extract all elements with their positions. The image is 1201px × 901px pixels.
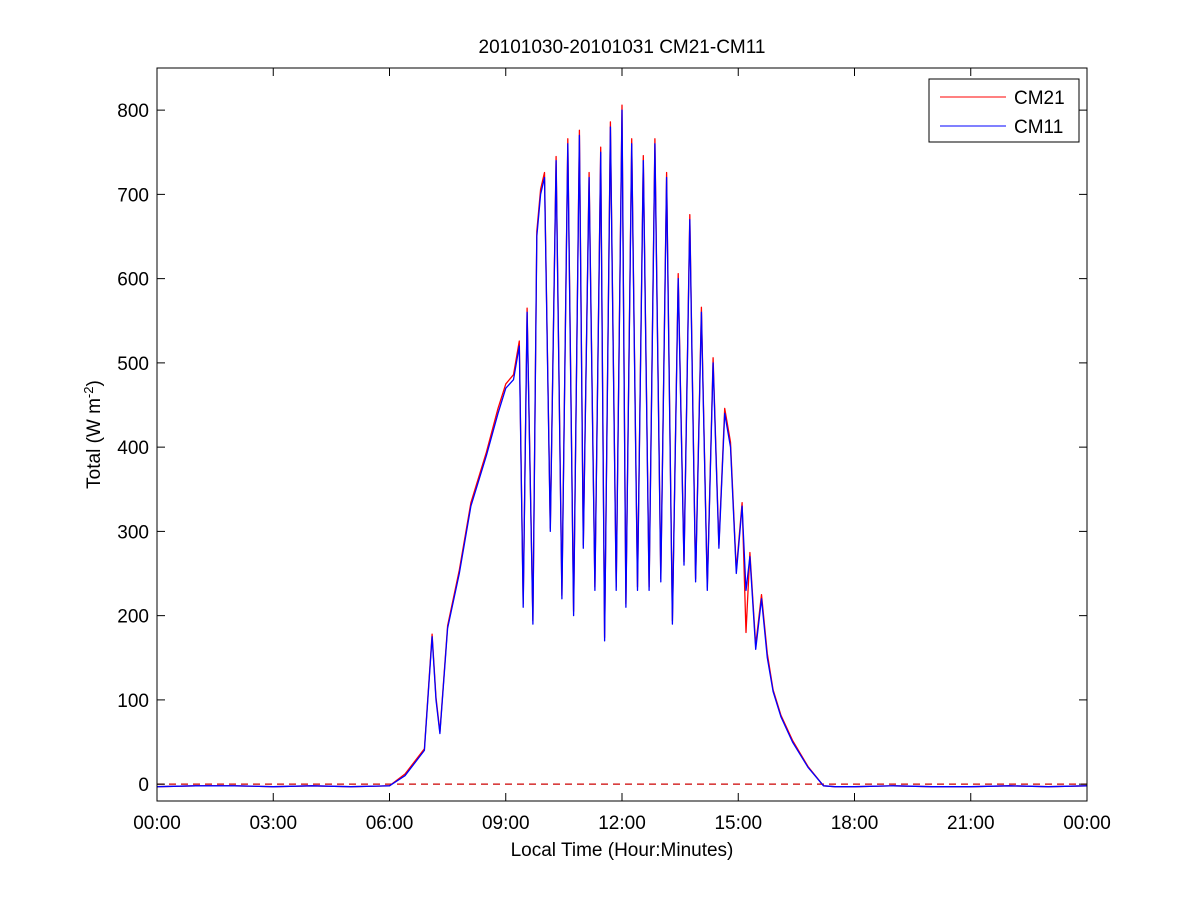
y-tick-label: 200 <box>117 607 149 628</box>
series-layer <box>156 104 1088 788</box>
x-tick-label: 06:00 <box>366 813 414 834</box>
legend-label-cm11: CM11 <box>1014 117 1063 138</box>
y-tick-label: 100 <box>117 691 149 712</box>
y-tick-label: 600 <box>117 270 149 291</box>
y-axis-label-close: ) <box>84 380 105 386</box>
y-tick-label: 500 <box>117 354 149 375</box>
x-tick-label: 15:00 <box>714 813 762 834</box>
chart-title: 20101030-20101031 CM21-CM11 <box>479 37 766 58</box>
y-tick-label: 0 <box>138 775 149 796</box>
legend: CM21 CM11 <box>928 78 1080 143</box>
y-axis-label-superscript: -2 <box>81 386 96 398</box>
x-tick-label: 18:00 <box>831 813 879 834</box>
x-tick-label: 09:00 <box>482 813 530 834</box>
y-axis-label-main: Total (W m <box>84 398 105 489</box>
legend-label-cm21: CM21 <box>1014 88 1065 109</box>
series-line-cm11 <box>156 109 1088 788</box>
x-axis-label: Local Time (Hour:Minutes) <box>511 840 734 861</box>
y-tick-label: 800 <box>117 101 149 122</box>
y-tick-label: 300 <box>117 522 149 543</box>
legend-box <box>928 78 1080 143</box>
y-axis: 0 100 200 300 400 500 600 700 800 <box>117 101 1087 796</box>
y-tick-label: 400 <box>117 438 149 459</box>
y-tick-label: 700 <box>117 185 149 206</box>
x-tick-label: 12:00 <box>598 813 646 834</box>
x-tick-label: 21:00 <box>947 813 995 834</box>
y-axis-label: Total (W m-2) <box>81 380 106 489</box>
x-tick-label: 00:00 <box>133 813 181 834</box>
x-axis: 00:00 03:00 06:00 09:00 12:00 15:00 18:00 21:00… <box>133 68 1111 834</box>
x-tick-label: 03:00 <box>249 813 297 834</box>
x-tick-label: 00:00 <box>1063 813 1111 834</box>
